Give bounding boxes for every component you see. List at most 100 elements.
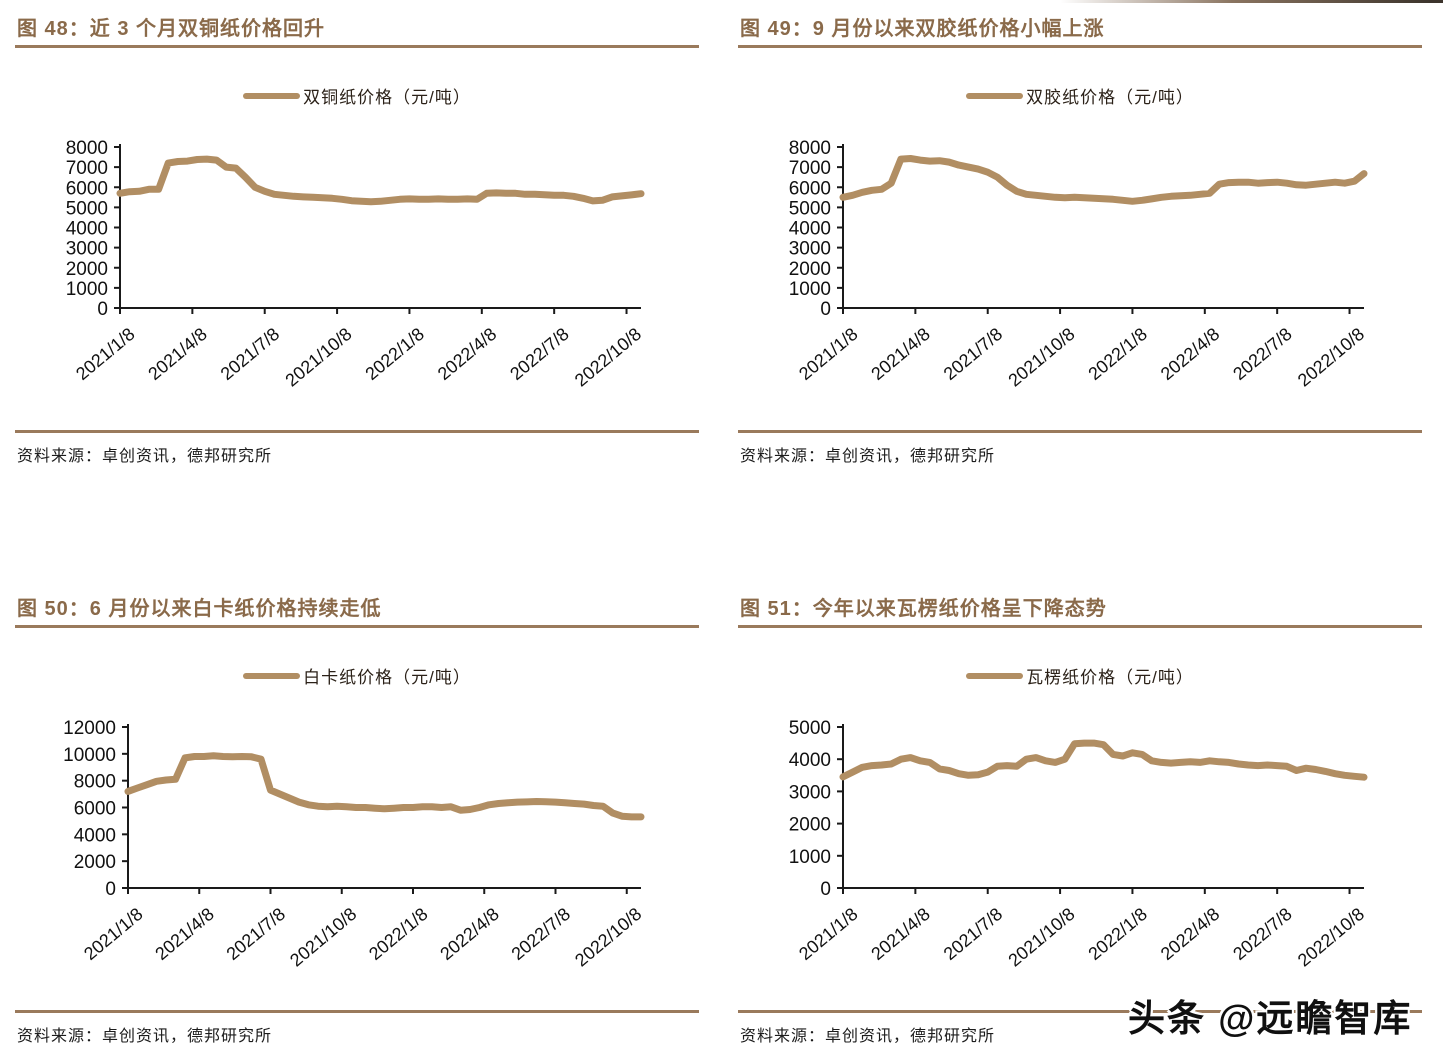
source-note: 资料来源：卓创资讯，德邦研究所 <box>17 1028 273 1045</box>
x-tick-label: 2022/7/8 <box>506 324 573 384</box>
x-tick-label: 2022/1/8 <box>365 904 432 964</box>
figure-48: 图 48：近 3 个月双铜纸价格回升 双铜纸价格（元/吨） 0 1000 2000 3… <box>15 12 705 482</box>
axes <box>842 144 1364 309</box>
chart-legend: 瓦楞纸价格（元/吨） <box>738 663 1422 688</box>
x-tick-label: 2022/10/8 <box>1294 904 1368 971</box>
x-tick-label: 2021/1/8 <box>72 324 139 384</box>
x-tick-label: 2022/1/8 <box>1084 904 1151 964</box>
y-tick-label: 3000 <box>66 239 108 260</box>
x-tick-label: 2022/4/8 <box>434 324 501 384</box>
y-tick-label: 1000 <box>789 279 831 300</box>
y-tick-label: 0 <box>105 879 116 900</box>
x-tick-label: 2022/1/8 <box>1084 324 1151 384</box>
x-tick-label: 2021/4/8 <box>867 324 934 384</box>
legend-line-swatch <box>966 92 1024 99</box>
x-tick-label: 2021/10/8 <box>281 324 355 391</box>
source-rule <box>15 1010 699 1013</box>
x-tick-label: 2021/10/8 <box>1004 904 1078 971</box>
y-tick-label: 2000 <box>74 852 116 873</box>
title-rule <box>15 45 699 48</box>
page-top-border <box>1060 0 1443 3</box>
x-tick-label: 2021/7/8 <box>940 324 1007 384</box>
y-tick-label: 1000 <box>66 279 108 300</box>
price-series-line <box>839 739 1368 781</box>
title-rule <box>738 625 1422 628</box>
chart-legend: 双铜纸价格（元/吨） <box>15 83 699 108</box>
x-tick-label: 2022/7/8 <box>1229 904 1296 964</box>
y-tick-label: 5000 <box>66 198 108 219</box>
legend-label: 白卡纸价格（元/吨） <box>303 668 471 687</box>
y-tick-label: 8000 <box>66 138 108 159</box>
y-tick-label: 12000 <box>63 718 116 739</box>
legend-label: 瓦楞纸价格（元/吨） <box>1026 668 1194 687</box>
x-tick-label: 2021/7/8 <box>940 904 1007 964</box>
watermark: 头条 @远瞻智库 <box>1128 998 1413 1039</box>
price-series-line <box>116 155 645 206</box>
y-tick-label: 4000 <box>789 219 831 240</box>
x-tick-label: 2022/10/8 <box>571 904 645 971</box>
price-series-line <box>839 155 1368 205</box>
x-tick-label: 2022/1/8 <box>361 324 428 384</box>
legend-label: 双铜纸价格（元/吨） <box>303 88 471 107</box>
y-tick-label: 4000 <box>789 750 831 771</box>
legend-label: 双胶纸价格（元/吨） <box>1026 88 1194 107</box>
figure-title: 图 48：近 3 个月双铜纸价格回升 <box>17 18 326 40</box>
legend-line-swatch <box>966 672 1024 679</box>
y-tick-label: 2000 <box>789 259 831 280</box>
y-tick-label: 7000 <box>789 158 831 179</box>
y-tick-label: 6000 <box>66 178 108 199</box>
y-tick-label: 3000 <box>789 782 831 803</box>
title-rule <box>15 625 699 628</box>
x-tick-label: 2022/4/8 <box>1157 324 1224 384</box>
source-note: 资料来源：卓创资讯，德邦研究所 <box>740 448 996 465</box>
y-tick-label: 4000 <box>74 825 116 846</box>
x-tick-label: 2022/10/8 <box>1294 324 1368 391</box>
y-tick-label: 5000 <box>789 198 831 219</box>
y-tick-label: 6000 <box>74 799 116 820</box>
y-tick-label: 0 <box>97 299 108 320</box>
y-tick-label: 0 <box>820 879 831 900</box>
axes <box>119 144 641 309</box>
x-tick-label: 2021/1/8 <box>795 904 862 964</box>
y-tick-label: 7000 <box>66 158 108 179</box>
x-tick-label: 2021/7/8 <box>223 904 290 964</box>
y-tick-label: 8000 <box>74 772 116 793</box>
figure-title: 图 49：9 月份以来双胶纸价格小幅上涨 <box>740 18 1105 40</box>
figure-49: 图 49：9 月份以来双胶纸价格小幅上涨 双胶纸价格（元/吨） 0 1000 200… <box>738 12 1428 482</box>
x-tick-label: 2021/4/8 <box>151 904 218 964</box>
figure-title: 图 50：6 月份以来白卡纸价格持续走低 <box>17 598 382 620</box>
y-tick-label: 6000 <box>789 178 831 199</box>
y-tick-label: 1000 <box>789 847 831 868</box>
y-tick-label: 2000 <box>66 259 108 280</box>
chart-legend: 白卡纸价格（元/吨） <box>15 663 699 688</box>
source-note: 资料来源：卓创资讯，德邦研究所 <box>740 1028 996 1045</box>
figure-51: 图 51：今年以来瓦楞纸价格呈下降态势 瓦楞纸价格（元/吨） 0 1000 2000… <box>738 592 1428 1059</box>
x-tick-label: 2022/10/8 <box>571 324 645 391</box>
x-tick-label: 2022/7/8 <box>508 904 575 964</box>
chart-legend: 双胶纸价格（元/吨） <box>738 83 1422 108</box>
source-rule <box>738 430 1422 433</box>
source-rule <box>15 430 699 433</box>
figure-title: 图 51：今年以来瓦楞纸价格呈下降态势 <box>740 598 1107 620</box>
legend-line-swatch <box>243 672 301 679</box>
x-tick-label: 2021/1/8 <box>795 324 862 384</box>
y-tick-label: 5000 <box>789 718 831 739</box>
y-tick-label: 8000 <box>789 138 831 159</box>
legend-line-swatch <box>243 92 301 99</box>
x-tick-label: 2021/4/8 <box>144 324 211 384</box>
x-tick-label: 2022/4/8 <box>436 904 503 964</box>
y-tick-label: 2000 <box>789 815 831 836</box>
x-tick-label: 2021/4/8 <box>867 904 934 964</box>
y-tick-label: 0 <box>820 299 831 320</box>
figure-50: 图 50：6 月份以来白卡纸价格持续走低 白卡纸价格（元/吨） 0 2000 400… <box>15 592 705 1059</box>
x-tick-label: 2021/1/8 <box>80 904 147 964</box>
y-tick-label: 4000 <box>66 219 108 240</box>
source-note: 资料来源：卓创资讯，德邦研究所 <box>17 448 273 465</box>
x-tick-label: 2021/10/8 <box>1004 324 1078 391</box>
y-tick-label: 3000 <box>789 239 831 260</box>
x-tick-label: 2022/4/8 <box>1157 904 1224 964</box>
x-tick-label: 2021/10/8 <box>286 904 360 971</box>
